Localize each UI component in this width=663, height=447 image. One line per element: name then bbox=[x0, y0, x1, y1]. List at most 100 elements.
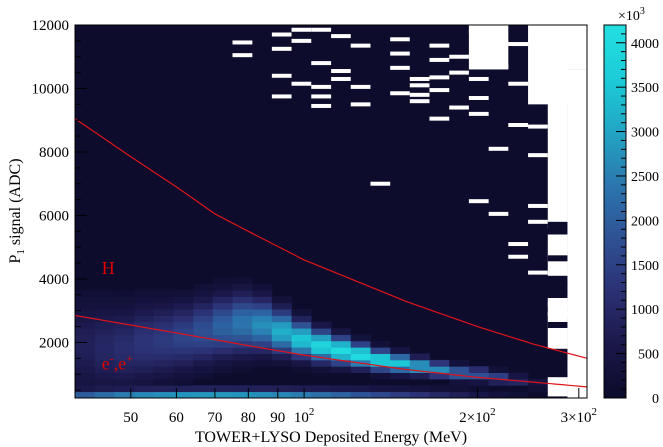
heatmap-cell bbox=[271, 328, 292, 335]
heatmap-cell bbox=[153, 391, 174, 398]
heatmap-cell bbox=[370, 372, 391, 380]
heatmap-cell bbox=[291, 328, 312, 335]
heatmap-cell bbox=[291, 391, 312, 398]
heatmap-cell bbox=[153, 296, 174, 304]
heatmap-cell bbox=[193, 309, 214, 316]
heatmap-cell bbox=[429, 359, 450, 367]
filled-bin bbox=[547, 321, 568, 328]
sparse-bin bbox=[331, 34, 351, 39]
sparse-bin bbox=[232, 53, 253, 58]
heatmap-cell bbox=[94, 334, 115, 342]
heatmap-cell bbox=[232, 328, 253, 335]
heatmap-cell bbox=[390, 385, 411, 393]
heatmap-cell bbox=[232, 359, 253, 367]
sparse-bin bbox=[271, 73, 292, 78]
heatmap-cell bbox=[350, 334, 371, 342]
heatmap-cell bbox=[173, 321, 194, 329]
heatmap-cell bbox=[134, 328, 155, 335]
sparse-bin bbox=[271, 32, 292, 37]
sparse-bin bbox=[468, 111, 489, 116]
sparse-bin bbox=[331, 76, 351, 81]
heatmap-cell bbox=[429, 391, 450, 398]
heatmap-cell bbox=[114, 353, 135, 361]
sparse-bin bbox=[291, 81, 312, 86]
heatmap-cell bbox=[153, 309, 174, 316]
x-tick-label: 60 bbox=[169, 410, 184, 426]
heatmap-cell bbox=[232, 315, 253, 323]
heatmap-cell bbox=[153, 359, 174, 367]
annotations: He-,e+ bbox=[102, 258, 134, 373]
heatmap-cell bbox=[232, 296, 253, 304]
heatmap-cell bbox=[271, 321, 292, 329]
heatmap-cell bbox=[94, 315, 115, 323]
heatmap-cell bbox=[252, 328, 273, 335]
heatmap-cell bbox=[291, 321, 312, 329]
heatmap-cell bbox=[409, 385, 430, 393]
heatmap-cell bbox=[94, 378, 115, 386]
heatmap-cell bbox=[212, 321, 233, 329]
heatmap-cell bbox=[350, 391, 371, 398]
heatmap-cell bbox=[94, 359, 115, 367]
heatmap-cell bbox=[153, 385, 174, 393]
sparse-bin bbox=[508, 242, 529, 247]
heatmap-cell bbox=[311, 391, 332, 398]
heatmap-cell bbox=[134, 366, 155, 374]
heatmap-cell bbox=[449, 385, 470, 393]
heatmap-cell bbox=[212, 328, 233, 335]
colorbar-tick-label: 3000 bbox=[631, 126, 659, 141]
cut-curves bbox=[75, 118, 587, 388]
heatmap-cell bbox=[153, 366, 174, 374]
heatmap-cell bbox=[75, 309, 96, 316]
heatmap-cell bbox=[75, 315, 96, 323]
sparse-bin bbox=[350, 102, 371, 107]
empty-bin-region bbox=[567, 69, 587, 398]
heatmap-cell bbox=[252, 296, 273, 304]
sparse-bin bbox=[311, 84, 332, 89]
heatmap-cell bbox=[114, 296, 135, 304]
sparse-bin bbox=[271, 46, 292, 51]
sparse-bin bbox=[429, 75, 450, 80]
heatmap-cell bbox=[390, 391, 411, 398]
plot-frame bbox=[74, 24, 588, 399]
heatmap-cell bbox=[114, 385, 135, 393]
empty-bins bbox=[468, 25, 587, 398]
heatmap-cell bbox=[331, 328, 352, 335]
heatmap-cell bbox=[193, 290, 214, 297]
heatmap-cell bbox=[291, 315, 312, 323]
sparse-bin bbox=[409, 92, 430, 97]
heatmap-cell bbox=[449, 378, 470, 386]
heatmap-cell bbox=[212, 391, 233, 398]
sparse-bin bbox=[528, 153, 548, 158]
heatmap-cell bbox=[291, 340, 312, 348]
heatmap-cell bbox=[232, 385, 253, 393]
sparse-bin bbox=[350, 84, 371, 89]
x-tick-label: 70 bbox=[207, 410, 222, 426]
heatmap-cell bbox=[449, 366, 470, 374]
heatmap-cell bbox=[212, 296, 233, 304]
heatmap-cell bbox=[153, 334, 174, 342]
heatmap-cell bbox=[75, 359, 96, 367]
heatmap-cell bbox=[94, 296, 115, 304]
heatmap-cell bbox=[134, 378, 155, 386]
heatmap-cell bbox=[94, 290, 115, 297]
heatmap-cell bbox=[94, 328, 115, 335]
heatmap-cell bbox=[232, 347, 253, 354]
heatmap-cell bbox=[212, 283, 233, 291]
x-tick-label: 3×102 bbox=[561, 406, 597, 426]
heatmap-cell bbox=[232, 366, 253, 374]
heatmap-cell bbox=[331, 385, 352, 393]
heatmap-cell bbox=[134, 385, 155, 393]
heatmap-cell bbox=[212, 340, 233, 348]
label-hadron: H bbox=[102, 258, 115, 278]
heatmap-cell bbox=[311, 353, 332, 361]
heatmap-cell bbox=[173, 302, 194, 310]
heatmap-cell bbox=[153, 328, 174, 335]
heatmap-cell bbox=[212, 359, 233, 367]
colorbar-tick-label: 2000 bbox=[631, 214, 659, 229]
heatmap-cell bbox=[390, 353, 411, 361]
heatmap-cell bbox=[232, 277, 253, 285]
colorbar-multiplier: ×103 bbox=[618, 6, 645, 24]
heatmap-cell bbox=[370, 359, 391, 367]
sparse-bin bbox=[291, 38, 312, 43]
heatmap-cell bbox=[271, 347, 292, 354]
